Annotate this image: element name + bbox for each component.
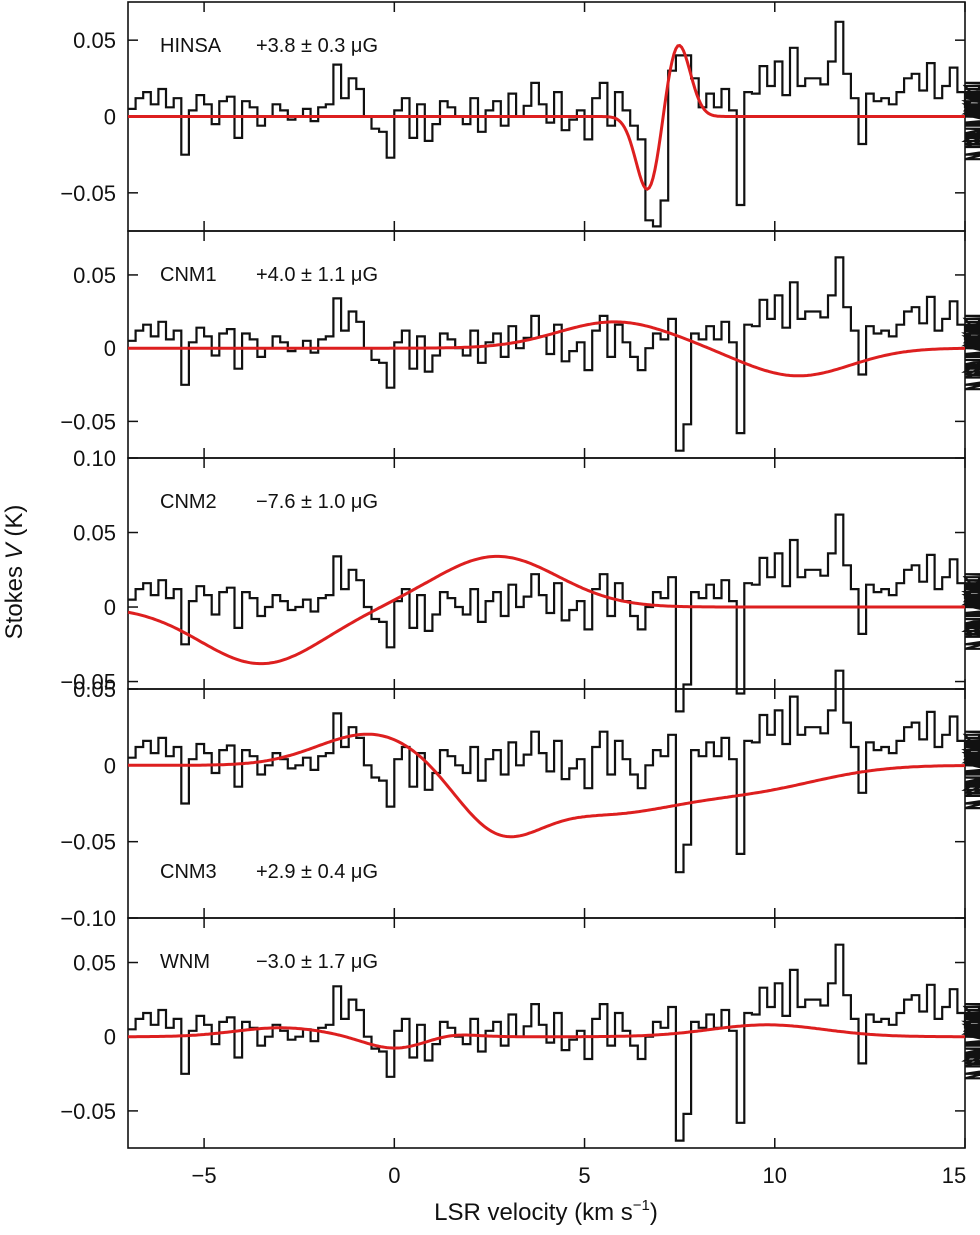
y-tick-label: −0.05	[60, 181, 116, 206]
panel-label: HINSA	[160, 35, 222, 57]
observed-spectrum	[128, 20, 980, 228]
y-axis-title: Stokes V (K)	[1, 505, 28, 640]
y-tick-label: −0.10	[60, 906, 116, 931]
panel-label: CNM3	[160, 861, 217, 883]
panel-label: WNM	[160, 951, 210, 973]
y-tick-label: 0	[104, 1025, 116, 1050]
fit-curve	[128, 43, 965, 191]
x-axis: −5 0 5 10 15	[192, 1163, 967, 1188]
x-axis-title-main: LSR velocity (km s	[434, 1199, 633, 1226]
x-axis-title-superscript: −1	[633, 1197, 650, 1214]
fit-curve	[128, 320, 965, 378]
y-tick-label: 0.05	[73, 521, 116, 546]
x-tick-label: 15	[942, 1163, 966, 1188]
panel-frame	[127, 688, 966, 919]
panel-cnm1: −0.05 0 0.05 CNM1 +4.0 ± 1.1 μG	[60, 230, 980, 459]
panel-field-value: −7.6 ± 1.0 μG	[256, 491, 378, 513]
y-tick-label: 0	[104, 753, 116, 778]
fit-curve	[128, 1023, 965, 1050]
panel-label: CNM1	[160, 264, 217, 286]
y-tick-label: 0.05	[73, 951, 116, 976]
y-tick-label: 0.05	[73, 677, 116, 702]
x-tick-label: 0	[388, 1163, 400, 1188]
y-tick-label: −0.05	[60, 670, 116, 695]
y-tick-label: −0.05	[60, 409, 116, 434]
y-tick-label: 0.05	[73, 263, 116, 288]
y-tick-label: 0	[104, 336, 116, 361]
panel-wnm: −0.05 0 0.05 WNM −3.0 ± 1.7 μG	[60, 917, 980, 1149]
panels-group: −0.05 0 0.05 HINSA +3.8 ± 0.3 μG −0.05 0 0.05 CN…	[60, 1, 980, 1149]
panel-hinsa: −0.05 0 0.05 HINSA +3.8 ± 0.3 μG	[60, 1, 980, 232]
y-tick-label: −0.05	[60, 1099, 116, 1124]
panel-cnm3: −0.10 −0.05 0 0.05 CNM3 +2.9 ± 0.4 μG	[60, 669, 980, 931]
x-tick-label: 10	[763, 1163, 787, 1188]
panel-field-value: +3.8 ± 0.3 μG	[256, 35, 378, 57]
panel-cnm2: −0.05 0 0.05 0.10 CNM2 −7.6 ± 1.0 μG	[60, 446, 980, 713]
x-tick-label: −5	[192, 1163, 217, 1188]
y-tick-label: −0.05	[60, 830, 116, 855]
panel-field-value: +4.0 ± 1.1 μG	[256, 264, 378, 286]
y-axis-title-variable: V	[1, 541, 28, 559]
observed-spectrum	[128, 256, 980, 452]
fit-curve	[128, 732, 966, 839]
y-tick-label: 0	[104, 595, 116, 620]
observed-spectrum	[128, 669, 980, 874]
y-axis-title-prefix: Stokes	[1, 559, 28, 639]
x-axis-title-end: )	[650, 1199, 658, 1226]
y-tick-label: 0.10	[73, 446, 116, 471]
observed-spectrum	[128, 513, 980, 713]
y-tick-label: 0.05	[73, 28, 116, 53]
y-tick-label: 0	[104, 105, 116, 130]
x-axis-title: LSR velocity (km s−1)	[434, 1197, 658, 1226]
panel-field-value: +2.9 ± 0.4 μG	[256, 861, 378, 883]
x-tick-label: 5	[578, 1163, 590, 1188]
y-axis-title-suffix: (K)	[1, 505, 28, 544]
fit-curve	[127, 554, 965, 666]
panel-frame	[127, 457, 966, 690]
panel-label: CNM2	[160, 491, 217, 513]
observed-spectrum	[128, 943, 980, 1142]
panel-field-value: −3.0 ± 1.7 μG	[256, 951, 378, 973]
